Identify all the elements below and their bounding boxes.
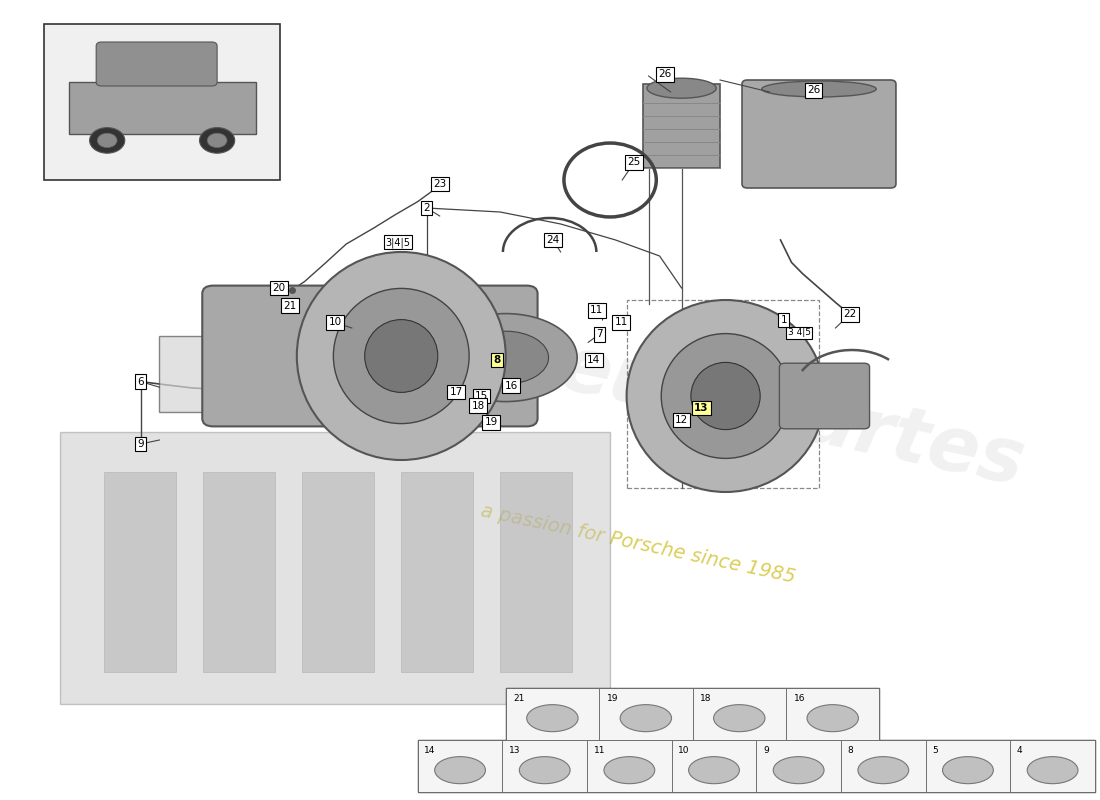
Text: 16: 16 — [505, 381, 518, 390]
FancyBboxPatch shape — [742, 80, 895, 188]
Text: 20: 20 — [273, 283, 286, 293]
Bar — [693, 688, 786, 740]
Ellipse shape — [604, 757, 654, 784]
Bar — [842, 740, 925, 792]
Text: 21: 21 — [284, 301, 297, 310]
Bar — [786, 688, 879, 740]
Ellipse shape — [97, 133, 117, 147]
Ellipse shape — [714, 705, 764, 732]
Text: 25: 25 — [628, 158, 641, 167]
Text: 18: 18 — [701, 694, 712, 703]
Bar — [506, 688, 600, 740]
Ellipse shape — [807, 705, 858, 732]
Text: 19: 19 — [485, 418, 498, 427]
Ellipse shape — [434, 314, 578, 402]
Ellipse shape — [365, 319, 438, 392]
Text: 13: 13 — [694, 403, 708, 413]
Ellipse shape — [691, 362, 760, 430]
Bar — [503, 740, 587, 792]
Bar — [418, 740, 503, 792]
Bar — [925, 740, 1010, 792]
Text: 12: 12 — [675, 415, 689, 425]
Ellipse shape — [89, 127, 124, 153]
Text: 3|4|5: 3|4|5 — [385, 237, 410, 248]
Ellipse shape — [689, 757, 739, 784]
Ellipse shape — [943, 757, 993, 784]
Ellipse shape — [661, 334, 790, 458]
Text: 11: 11 — [594, 746, 605, 755]
Ellipse shape — [773, 757, 824, 784]
Text: europartes: europartes — [552, 330, 1031, 502]
Bar — [44, 24, 280, 180]
Bar — [204, 472, 275, 672]
Text: 8: 8 — [493, 355, 500, 365]
Text: 16: 16 — [794, 694, 805, 703]
Bar — [104, 472, 176, 672]
Bar — [757, 740, 842, 792]
Text: 14: 14 — [425, 746, 436, 755]
Bar — [1010, 740, 1094, 792]
Ellipse shape — [627, 300, 825, 492]
Text: 14: 14 — [587, 355, 601, 365]
Text: 10: 10 — [329, 318, 342, 327]
Text: 24: 24 — [547, 235, 560, 245]
Text: 3 4|5: 3 4|5 — [788, 328, 811, 338]
Ellipse shape — [463, 331, 549, 384]
Text: 1: 1 — [781, 315, 788, 325]
Bar — [160, 336, 286, 412]
Text: 13: 13 — [509, 746, 520, 755]
Ellipse shape — [297, 252, 506, 460]
Text: 23: 23 — [433, 179, 447, 189]
Text: 21: 21 — [514, 694, 525, 703]
Ellipse shape — [207, 133, 227, 147]
Ellipse shape — [647, 78, 716, 98]
Ellipse shape — [434, 757, 485, 784]
Text: 4: 4 — [1016, 746, 1023, 755]
Text: 9: 9 — [138, 439, 144, 449]
Text: 2: 2 — [424, 203, 430, 213]
Text: 6: 6 — [138, 377, 144, 386]
Text: 5: 5 — [932, 746, 938, 755]
Text: 18: 18 — [472, 401, 485, 410]
Text: 15: 15 — [475, 391, 488, 401]
Ellipse shape — [519, 757, 570, 784]
Ellipse shape — [762, 81, 876, 97]
Text: 26: 26 — [659, 70, 672, 79]
Bar — [506, 688, 879, 740]
Bar — [68, 82, 255, 134]
FancyBboxPatch shape — [96, 42, 217, 86]
Text: 26: 26 — [807, 86, 821, 95]
Ellipse shape — [527, 705, 579, 732]
Text: 11: 11 — [591, 306, 604, 315]
Ellipse shape — [620, 705, 671, 732]
Bar — [627, 300, 820, 488]
Text: 7: 7 — [596, 330, 603, 339]
FancyBboxPatch shape — [780, 363, 870, 429]
Bar — [500, 472, 572, 672]
Text: 8: 8 — [848, 746, 854, 755]
Bar — [302, 472, 374, 672]
Ellipse shape — [1027, 757, 1078, 784]
Text: 17: 17 — [450, 387, 463, 397]
Ellipse shape — [199, 127, 234, 153]
Bar — [587, 740, 672, 792]
Text: 10: 10 — [679, 746, 690, 755]
Bar — [644, 84, 721, 168]
Ellipse shape — [858, 757, 909, 784]
Bar — [402, 472, 473, 672]
Text: 9: 9 — [763, 746, 769, 755]
Text: a passion for Porsche since 1985: a passion for Porsche since 1985 — [478, 502, 796, 586]
Bar — [672, 740, 757, 792]
Bar — [418, 740, 1094, 792]
Text: 11: 11 — [615, 318, 628, 327]
Text: 22: 22 — [843, 310, 857, 319]
FancyBboxPatch shape — [202, 286, 538, 426]
Ellipse shape — [333, 288, 469, 424]
Bar — [600, 688, 693, 740]
Bar — [60, 432, 610, 704]
Text: 19: 19 — [607, 694, 618, 703]
